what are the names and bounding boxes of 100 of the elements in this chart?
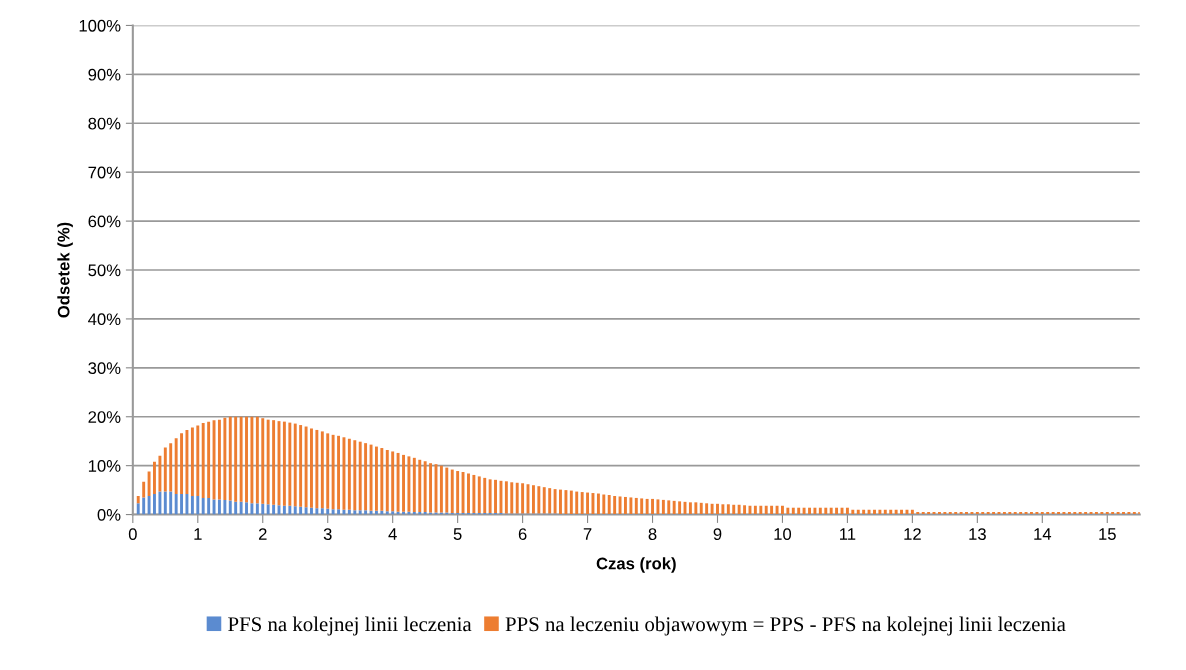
bar — [201, 497, 205, 515]
bar — [791, 507, 795, 515]
bar — [174, 438, 178, 495]
bar — [153, 494, 156, 515]
bar — [234, 501, 238, 515]
bar — [261, 418, 265, 504]
bar — [483, 477, 487, 514]
bar — [602, 494, 606, 515]
bar — [261, 503, 265, 515]
bar — [688, 502, 692, 515]
bar — [564, 490, 568, 515]
bar — [239, 416, 243, 502]
bar — [391, 451, 395, 512]
bar — [494, 479, 497, 514]
bar — [223, 499, 227, 515]
bar — [136, 503, 140, 515]
bar — [488, 479, 492, 514]
bar — [591, 493, 595, 515]
bar — [158, 455, 162, 492]
bar — [477, 476, 481, 514]
bar — [282, 505, 286, 515]
x-tick-label: 6 — [518, 528, 527, 540]
y-tick-label: 70% — [88, 166, 121, 179]
bar — [856, 509, 860, 515]
bar — [288, 505, 292, 515]
bar — [667, 500, 671, 515]
y-tick-label: 30% — [88, 362, 121, 375]
bar — [456, 471, 460, 514]
bar — [429, 463, 433, 513]
x-tick-label: 2 — [258, 528, 267, 540]
bar — [190, 495, 194, 515]
y-tick-label: 90% — [88, 68, 121, 81]
bar — [537, 486, 541, 514]
bar — [472, 474, 476, 514]
bar — [320, 508, 324, 515]
y-tick-label: 80% — [88, 117, 121, 130]
bar — [358, 510, 362, 515]
x-tick-label: 13 — [969, 528, 986, 540]
bar — [293, 423, 297, 507]
bar — [217, 499, 221, 515]
bar — [613, 495, 617, 515]
bar — [835, 507, 839, 515]
bar — [266, 504, 270, 515]
bar — [190, 427, 194, 496]
bar — [185, 429, 189, 495]
bar — [439, 465, 443, 513]
bar — [201, 423, 205, 498]
bar — [678, 501, 682, 515]
bar — [910, 509, 914, 515]
bar — [353, 510, 357, 515]
bar — [889, 509, 893, 515]
bar — [255, 416, 259, 504]
bar — [158, 491, 162, 515]
bar — [310, 507, 313, 515]
bar — [575, 491, 579, 515]
bar — [721, 504, 725, 515]
bar — [813, 507, 817, 515]
bar — [418, 459, 422, 513]
bar — [180, 494, 184, 515]
bar — [586, 492, 590, 515]
bar — [331, 509, 335, 515]
bar — [385, 511, 389, 515]
bar — [531, 485, 535, 514]
bar — [873, 509, 876, 515]
bar — [153, 461, 156, 495]
bar — [272, 504, 276, 515]
bar — [743, 505, 747, 515]
bar — [385, 450, 389, 512]
bar — [862, 509, 866, 515]
bar — [347, 438, 351, 510]
bar — [759, 505, 763, 515]
bar — [515, 482, 519, 514]
bar — [272, 420, 276, 505]
bar — [288, 422, 292, 506]
bar — [337, 435, 341, 510]
bar — [358, 441, 362, 511]
bar — [412, 457, 416, 513]
x-tick-label: 11 — [840, 528, 856, 540]
bar — [326, 433, 330, 509]
legend-label: PFS na kolejnej linii leczenia — [228, 616, 472, 636]
x-tick-label: 15 — [1099, 528, 1116, 540]
bar — [705, 503, 709, 515]
bar — [207, 497, 211, 515]
bar — [136, 495, 140, 504]
bar — [163, 491, 167, 515]
bar — [266, 419, 270, 505]
y-tick-label: 100% — [79, 19, 121, 32]
bar — [786, 507, 790, 515]
bar — [900, 509, 903, 515]
bar — [142, 497, 146, 515]
bar — [775, 505, 779, 515]
bar — [364, 510, 368, 515]
bar — [223, 417, 227, 500]
bar — [185, 494, 189, 515]
x-tick-label: 8 — [648, 528, 657, 540]
y-axis-title: Odsetek (%) — [57, 222, 73, 318]
bar — [282, 421, 286, 506]
bar — [255, 503, 259, 515]
bar — [445, 467, 449, 513]
bar — [315, 508, 319, 515]
